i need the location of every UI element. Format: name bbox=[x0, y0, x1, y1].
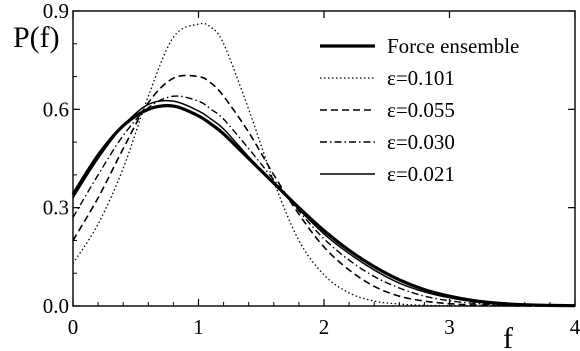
legend-label-2: ε=0.055 bbox=[387, 98, 455, 122]
x-axis-label: f bbox=[503, 322, 513, 351]
y-tick-label-1: 0.3 bbox=[43, 196, 69, 220]
x-tick-label-4: 4 bbox=[570, 315, 580, 339]
x-tick-label-2: 2 bbox=[319, 315, 330, 339]
series-line-3 bbox=[72, 95, 576, 307]
series-line-4 bbox=[72, 99, 576, 307]
y-axis-label: P(f) bbox=[13, 21, 60, 54]
legend-label-4: ε=0.021 bbox=[387, 162, 455, 186]
series-layer bbox=[71, 22, 576, 308]
legend-label-3: ε=0.030 bbox=[387, 130, 455, 154]
x-tick-label-3: 3 bbox=[444, 315, 455, 339]
y-tick-label-3: 0.9 bbox=[43, 0, 69, 23]
ticks-layer: 0 1 2 3 4 0.0 0.3 0.6 0.9 bbox=[43, 0, 580, 339]
series-line-0 bbox=[71, 104, 576, 308]
legend-label-0: Force ensemble bbox=[387, 34, 519, 58]
legend-label-1: ε=0.101 bbox=[387, 66, 455, 90]
series-line-1 bbox=[72, 22, 575, 307]
x-tick-label-0: 0 bbox=[68, 315, 79, 339]
y-tick-label-0: 0.0 bbox=[43, 294, 69, 318]
legend: Force ensemble ε=0.101 ε=0.055 ε=0.030 ε=0.0… bbox=[320, 34, 519, 186]
x-tick-label-1: 1 bbox=[193, 315, 204, 339]
y-tick-label-2: 0.6 bbox=[43, 97, 69, 121]
